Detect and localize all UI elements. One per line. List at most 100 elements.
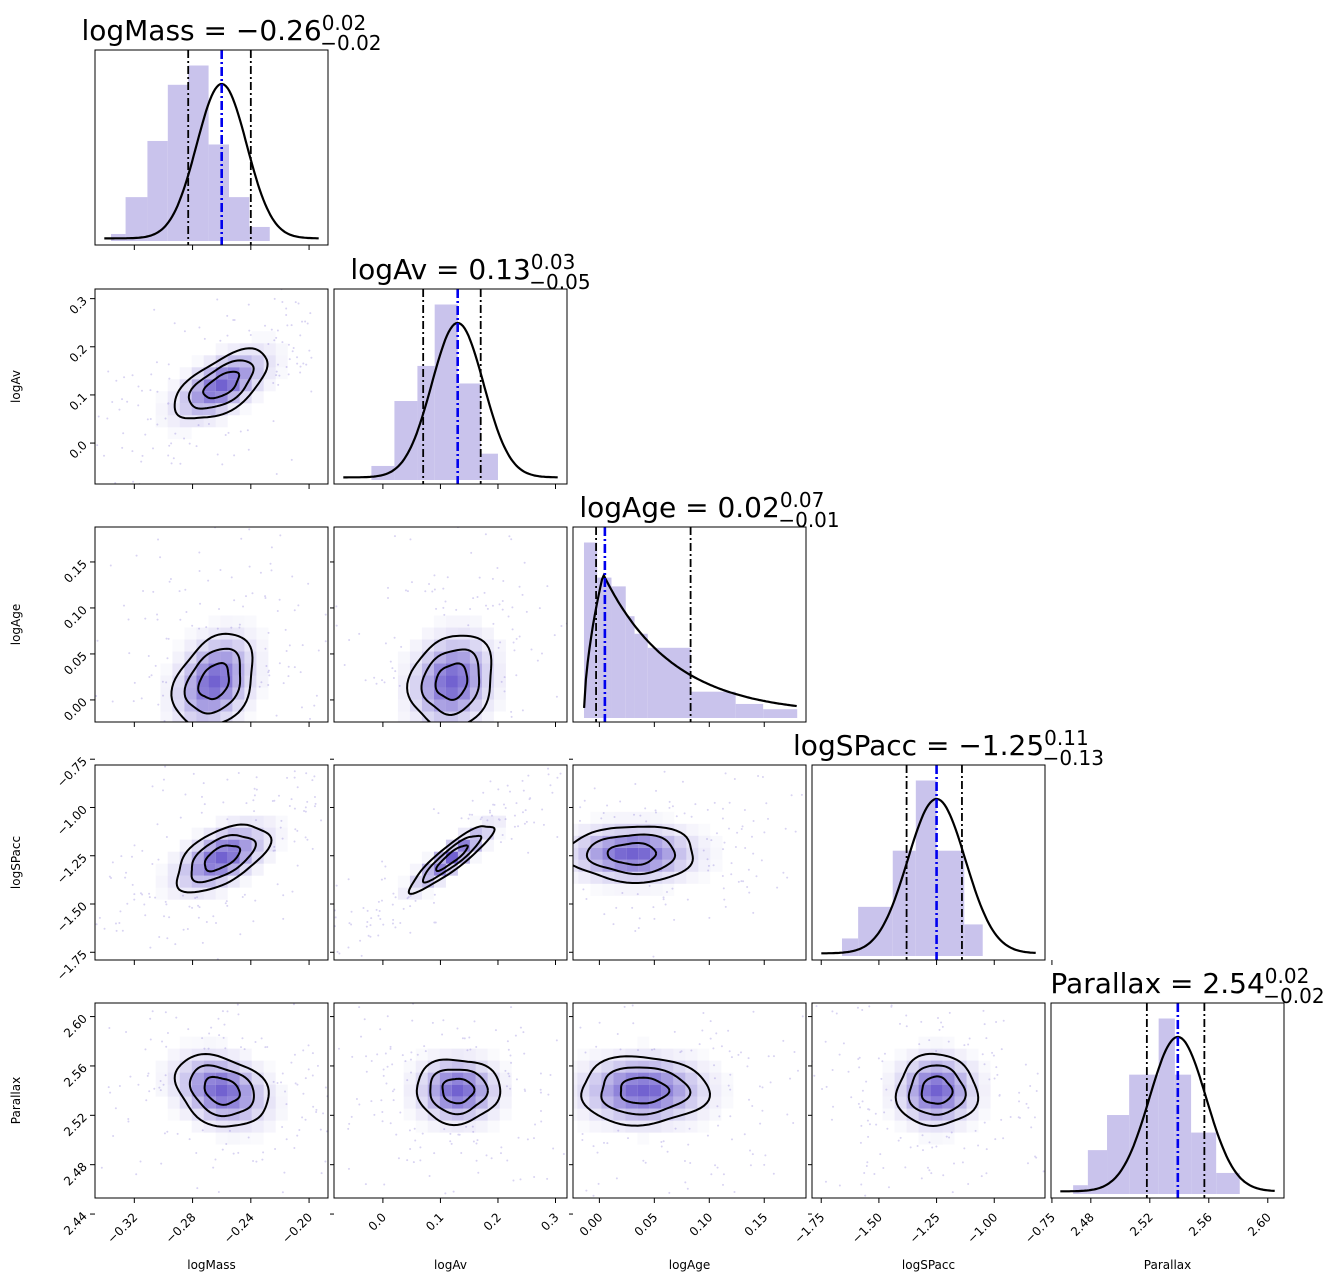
sample-point [218, 1034, 221, 1037]
sample-point [304, 1077, 307, 1080]
density-cell [203, 1072, 216, 1085]
density-cell [275, 1084, 288, 1097]
sample-point [663, 1242, 665, 1244]
hist-bar-Parallax [1158, 1018, 1175, 1194]
sample-point [946, 990, 948, 992]
contour-line [188, 1064, 255, 1118]
sample-point [328, 818, 330, 820]
sample-point [140, 389, 143, 392]
hist-bar-logAge [763, 709, 798, 718]
sample-point [107, 1086, 110, 1089]
density-cell [227, 1048, 240, 1061]
sample-point [350, 1115, 353, 1118]
sample-point [164, 765, 167, 768]
sample-point [141, 454, 144, 457]
sample-point [830, 1118, 833, 1121]
sample-point [277, 794, 280, 797]
sample-point [501, 608, 504, 611]
sample-point [449, 1140, 452, 1143]
density-cell [697, 1049, 709, 1061]
density-cell [184, 699, 197, 712]
hist-bar-logAge [647, 647, 691, 718]
sample-point [273, 799, 276, 802]
density-cell [918, 1072, 931, 1085]
sample-point [254, 1041, 257, 1044]
sample-point [119, 741, 121, 743]
sample-point [730, 1138, 733, 1141]
sample-point [433, 588, 436, 591]
density-cell [930, 1132, 943, 1145]
sample-point [232, 1152, 235, 1155]
sample-point [291, 753, 293, 755]
sample-point [499, 841, 502, 844]
sample-point [318, 1216, 320, 1218]
sample-point [663, 770, 666, 773]
sample-point [365, 1055, 368, 1058]
sample-point [579, 1026, 582, 1029]
sample-point [506, 1159, 509, 1162]
sample-point [149, 1038, 152, 1041]
sample-point [272, 382, 275, 385]
density-cell [167, 863, 180, 876]
sample-point [313, 795, 316, 798]
sample-point [617, 1129, 620, 1132]
sample-point [648, 884, 651, 887]
sample-point [928, 1169, 931, 1172]
sample-point [521, 811, 524, 814]
density-cell [191, 1096, 204, 1109]
sample-point [521, 738, 523, 740]
sample-point [191, 624, 194, 627]
sample-point [235, 499, 237, 501]
sample-point [673, 1212, 675, 1214]
density-cell [196, 711, 209, 722]
sample-point [309, 717, 312, 720]
density-cell [251, 355, 264, 368]
sample-point [175, 1016, 178, 1019]
sample-point [983, 1121, 986, 1124]
sample-point [481, 751, 483, 753]
panel-frame [94, 526, 329, 723]
density-cell [662, 847, 675, 860]
sample-point [456, 1027, 459, 1030]
sample-point [752, 1010, 755, 1013]
sample-point [348, 1122, 351, 1125]
sample-point [508, 790, 511, 793]
y-axis-label-logSPacc: logSPacc [9, 836, 23, 889]
density-cell [256, 639, 269, 652]
sample-point [416, 1053, 419, 1056]
sample-point [455, 608, 458, 611]
sample-point [433, 1152, 436, 1155]
sample-point [247, 448, 250, 451]
sample-point [412, 1161, 415, 1164]
density-cell [180, 1037, 192, 1049]
sample-point [652, 906, 655, 909]
sample-point [503, 803, 506, 806]
sample-point [174, 432, 177, 435]
y-tick-label: 0.15 [61, 557, 90, 586]
sample-point [273, 297, 276, 300]
sample-point [698, 1043, 701, 1046]
sample-point [957, 980, 959, 982]
density-cell [191, 863, 204, 876]
sample-point [343, 664, 346, 667]
sample-point [713, 1077, 716, 1080]
density-cell [457, 639, 470, 652]
sample-point [527, 774, 530, 777]
sample-point [993, 1077, 996, 1080]
density-cell [445, 687, 458, 700]
density-cell [421, 627, 434, 640]
sample-point [392, 677, 395, 680]
sample-point [406, 1079, 409, 1082]
sample-point [251, 592, 254, 595]
sample-point [243, 1048, 246, 1051]
x-tick-label: −0.24 [221, 1210, 257, 1246]
sample-point [472, 597, 475, 600]
sample-point [287, 665, 290, 668]
density-cell [686, 859, 699, 872]
density-cell [155, 415, 168, 428]
sample-point [1027, 1106, 1030, 1109]
density-cell [409, 639, 422, 652]
sample-point [413, 1127, 416, 1130]
sample-point [258, 685, 261, 688]
sample-point [541, 808, 544, 811]
